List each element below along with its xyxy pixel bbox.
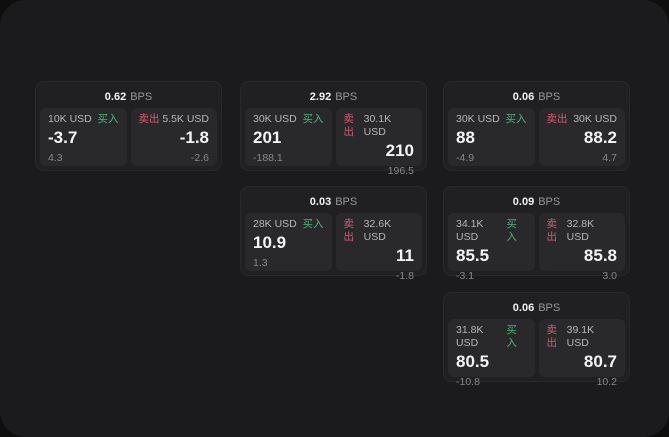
sell-label: 卖出 (343, 113, 355, 138)
buy-sub-value: 1.3 (253, 257, 268, 269)
sell-price-tile[interactable]: 卖出 30.1K USD 210 196.5 (335, 108, 422, 177)
sell-amount-label: 39.1K USD (566, 324, 595, 349)
sell-sub-value: 10.2 (596, 376, 617, 388)
sell-price-tile[interactable]: 卖出 30K USD 88.2 4.7 (538, 108, 625, 166)
quote-card[interactable]: 0.06 BPS 31.8K USD 买入 80.5 -10.8 卖出 39.1… (443, 292, 630, 388)
sell-sub-value: 4.7 (602, 152, 617, 164)
quote-card[interactable]: 0.09 BPS 34.1K USD 买入 85.5 -3.1 卖出 32.8K… (443, 186, 630, 282)
buy-amount-label: 28K USD (253, 218, 297, 230)
sell-label: 卖出 (138, 113, 160, 125)
buy-price-tile[interactable]: 34.1K USD 买入 85.5 -3.1 (448, 213, 535, 282)
buy-price-tile[interactable]: 10K USD 买入 -3.7 4.3 (40, 108, 127, 166)
sell-sub-value: -2.6 (190, 152, 209, 164)
quote-cards-grid: 0.62 BPS 10K USD 买入 -3.7 4.3 卖出 5.5K USD (35, 81, 635, 391)
sell-sub-value: 3.0 (602, 270, 617, 282)
sell-amount-label: 30K USD (573, 113, 617, 125)
sell-amount-label: 32.6K USD (363, 218, 392, 243)
buy-sub-value: -188.1 (253, 152, 283, 164)
sell-price-value: 85.8 (583, 246, 617, 265)
bps-value: 0.06 (512, 91, 535, 103)
buy-sub-value: -3.1 (456, 270, 475, 282)
sell-label: 卖出 (343, 218, 355, 243)
buy-sub-value: -4.9 (456, 152, 475, 164)
buy-price-value: 85.5 (456, 246, 490, 265)
quote-card[interactable]: 0.03 BPS 28K USD 买入 10.9 1.3 卖出 32.6K US… (240, 186, 427, 282)
buy-price-tile[interactable]: 30K USD 买入 201 -188.1 (245, 108, 332, 166)
quote-card[interactable]: 2.92 BPS 30K USD 买入 201 -188.1 卖出 30.1K … (240, 81, 427, 177)
sell-sub-value: -1.8 (395, 270, 414, 282)
sell-price-value: 210 (385, 141, 414, 160)
buy-price-value: 10.9 (253, 233, 287, 252)
bps-unit-label: BPS (538, 196, 561, 208)
bps-spread-header: 0.06 BPS (448, 86, 625, 108)
buy-price-value: 80.5 (456, 352, 490, 371)
quote-card[interactable]: 0.06 BPS 30K USD 买入 88 -4.9 卖出 30K USD (443, 81, 630, 171)
quote-card[interactable]: 0.62 BPS 10K USD 买入 -3.7 4.3 卖出 5.5K USD (35, 81, 222, 171)
buy-amount-label: 30K USD (253, 113, 297, 125)
bps-unit-label: BPS (538, 302, 561, 314)
buy-amount-label: 30K USD (456, 113, 500, 125)
sell-label: 卖出 (546, 218, 558, 243)
sell-amount-label: 32.8K USD (566, 218, 595, 243)
sell-price-tile[interactable]: 卖出 32.6K USD 11 -1.8 (335, 213, 422, 282)
bps-value: 0.06 (512, 302, 535, 314)
sell-price-value: 11 (396, 246, 414, 265)
buy-price-value: 88 (456, 128, 475, 147)
buy-label: 买入 (97, 113, 119, 125)
sell-price-tile[interactable]: 卖出 5.5K USD -1.8 -2.6 (130, 108, 217, 166)
buy-amount-label: 10K USD (48, 113, 92, 125)
buy-label: 买入 (506, 218, 517, 243)
bps-spread-header: 0.06 BPS (448, 297, 625, 319)
sell-price-tile[interactable]: 卖出 32.8K USD 85.8 3.0 (538, 213, 625, 282)
buy-sub-value: -10.8 (456, 376, 480, 388)
bps-value: 2.92 (309, 91, 332, 103)
buy-price-tile[interactable]: 28K USD 买入 10.9 1.3 (245, 213, 332, 271)
buy-price-tile[interactable]: 31.8K USD 买入 80.5 -10.8 (448, 319, 535, 388)
sell-label: 卖出 (546, 324, 558, 349)
bps-spread-header: 2.92 BPS (245, 86, 422, 108)
bps-value: 0.09 (512, 196, 535, 208)
bps-spread-header: 0.62 BPS (40, 86, 217, 108)
bps-spread-header: 0.09 BPS (448, 191, 625, 213)
sell-amount-label: 5.5K USD (162, 113, 209, 125)
bps-spread-header: 0.03 BPS (245, 191, 422, 213)
buy-label: 买入 (302, 113, 324, 125)
bps-unit-label: BPS (335, 91, 358, 103)
sell-price-tile[interactable]: 卖出 39.1K USD 80.7 10.2 (538, 319, 625, 388)
sell-price-value: 88.2 (583, 128, 617, 147)
buy-label: 买入 (302, 218, 324, 230)
bps-value: 0.03 (309, 196, 332, 208)
sell-price-value: 80.7 (583, 352, 617, 371)
buy-price-value: -3.7 (48, 128, 78, 147)
buy-sub-value: 4.3 (48, 152, 63, 164)
buy-label: 买入 (506, 324, 517, 349)
sell-sub-value: 196.5 (387, 165, 414, 177)
bps-unit-label: BPS (335, 196, 358, 208)
bps-unit-label: BPS (538, 91, 561, 103)
buy-price-tile[interactable]: 30K USD 买入 88 -4.9 (448, 108, 535, 166)
buy-label: 买入 (505, 113, 527, 125)
sell-label: 卖出 (546, 113, 568, 125)
sell-price-value: -1.8 (179, 128, 209, 147)
sell-amount-label: 30.1K USD (363, 113, 392, 138)
buy-amount-label: 31.8K USD (456, 324, 484, 349)
bps-unit-label: BPS (130, 91, 153, 103)
bps-value: 0.62 (104, 91, 127, 103)
buy-amount-label: 34.1K USD (456, 218, 484, 243)
buy-price-value: 201 (253, 128, 282, 147)
